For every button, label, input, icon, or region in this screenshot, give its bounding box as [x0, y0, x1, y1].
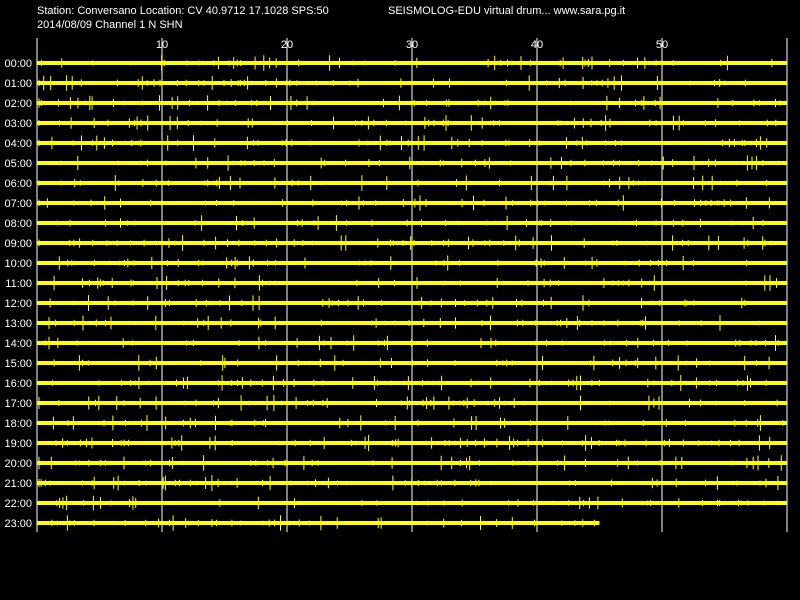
trace-noise	[38, 175, 768, 191]
trace-noise	[45, 315, 778, 331]
hour-label: 00:00	[4, 58, 32, 70]
trace-line	[37, 201, 787, 205]
trace-noise	[38, 375, 767, 391]
trace-line	[37, 261, 787, 265]
trace-noise	[38, 475, 785, 491]
trace-noise	[44, 335, 779, 351]
trace-noise	[38, 235, 785, 251]
trace-noise	[52, 435, 771, 451]
hour-label: 23:00	[4, 518, 32, 530]
hour-label: 11:00	[5, 278, 32, 290]
hour-label: 22:00	[4, 498, 32, 510]
hour-label: 20:00	[4, 458, 32, 470]
trace-line	[37, 441, 787, 445]
hour-label: 13:00	[4, 318, 32, 330]
hour-label: 19:00	[4, 438, 32, 450]
trace-line	[37, 401, 787, 405]
trace-noise	[52, 415, 784, 431]
trace-line	[37, 181, 787, 185]
x-tick-label: 50	[656, 39, 668, 51]
hour-label: 14:00	[4, 338, 32, 350]
hour-label: 18:00	[4, 418, 32, 430]
trace-noise	[47, 355, 775, 371]
trace-line	[37, 501, 787, 505]
trace-line	[37, 281, 787, 285]
trace-line	[37, 521, 600, 525]
trace-line	[37, 61, 787, 65]
trace-noise	[43, 495, 778, 511]
hour-label: 03:00	[4, 118, 32, 130]
hour-label: 09:00	[4, 238, 32, 250]
trace-line	[37, 321, 787, 325]
trace-noise	[38, 75, 778, 91]
trace-line	[37, 121, 787, 125]
trace-noise	[38, 455, 782, 471]
trace-noise	[60, 155, 784, 171]
trace-noise	[38, 115, 777, 131]
hour-label: 08:00	[4, 218, 32, 230]
trace-line	[37, 301, 787, 305]
hour-label: 15:00	[4, 358, 32, 370]
hour-label: 16:00	[4, 378, 32, 390]
station-info: Station: Conversano Location: CV 40.9712…	[37, 5, 329, 17]
hour-label: 10:00	[4, 258, 32, 270]
trace-line	[37, 421, 787, 425]
hour-label: 12:00	[4, 298, 32, 310]
hour-label: 17:00	[4, 398, 32, 410]
site-info: SEISMOLOG-EDU virtual drum... www.sara.p…	[388, 5, 625, 17]
x-tick-label: 30	[406, 39, 418, 51]
trace-noise	[38, 135, 768, 151]
minute-tick-labels: 10 20 30 40 50	[156, 39, 668, 51]
trace-line	[37, 141, 787, 145]
trace-noise	[38, 95, 781, 111]
hour-label: 06:00	[4, 178, 32, 190]
hour-label: 02:00	[4, 98, 32, 110]
trace-noise	[41, 55, 773, 71]
trace-line	[37, 221, 787, 225]
trace-line	[37, 161, 787, 165]
x-tick-label: 40	[531, 39, 543, 51]
trace-line	[37, 341, 787, 345]
hour-label: 21:00	[4, 478, 32, 490]
trace-noise	[49, 295, 746, 311]
hour-label: 01:00	[4, 78, 32, 90]
trace-noise	[51, 515, 595, 531]
x-tick-label: 10	[156, 39, 168, 51]
trace-noise	[38, 195, 775, 211]
hour-label: 07:00	[4, 198, 32, 210]
trace-line	[37, 381, 787, 385]
x-tick-label: 20	[281, 39, 293, 51]
hour-label: 04:00	[4, 138, 32, 150]
trace-noise	[38, 255, 783, 271]
trace-lines	[37, 55, 787, 531]
date-channel-info: 2014/08/09 Channel 1 N SHN	[37, 19, 183, 31]
trace-noise	[52, 215, 781, 231]
trace-line	[37, 241, 787, 245]
hour-label: 05:00	[4, 158, 32, 170]
trace-noise	[48, 275, 777, 291]
hour-labels: 00:00 01:00 02:00 03:00 04:00 05:00 06:00 07:00…	[4, 58, 32, 530]
trace-noise	[38, 395, 778, 411]
